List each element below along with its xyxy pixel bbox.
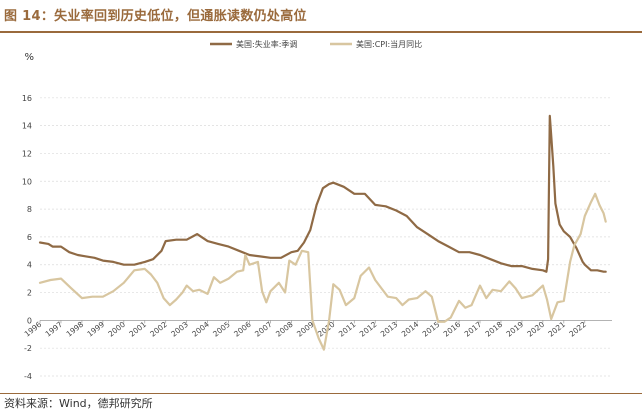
y-tick-label: 10 (22, 177, 32, 186)
legend: 美国:失业率:季调 美国:CPI:当月同比 (210, 39, 422, 49)
legend-label-cpi: 美国:CPI:当月同比 (356, 39, 422, 49)
y-tick-label: 6 (27, 233, 32, 242)
source-note: 资料来源：Wind，德邦研究所 (4, 397, 153, 410)
y-unit-label: % (24, 52, 34, 63)
y-tick-label: 12 (22, 149, 32, 158)
y-tick-label: -4 (24, 372, 32, 381)
y-tick-label: 14 (22, 122, 32, 131)
y-tick-label: -2 (24, 344, 32, 353)
cpi-line (38, 192, 607, 351)
legend-label-unemployment: 美国:失业率:季调 (236, 39, 297, 49)
y-tick-label: 16 (22, 94, 32, 103)
y-tick-label: 2 (27, 289, 32, 298)
y-tick-label: 4 (27, 261, 32, 270)
grid-lines (40, 97, 612, 377)
footer-divider (0, 393, 642, 394)
chart-title: 图 14：失业率回到历史低位，但通胀读数仍处高位 (4, 9, 307, 24)
y-tick-label: 0 (27, 316, 32, 325)
y-tick-label: 8 (27, 205, 32, 214)
series-lines (38, 114, 607, 351)
unemployment-line (38, 114, 607, 273)
title-divider (0, 31, 642, 33)
